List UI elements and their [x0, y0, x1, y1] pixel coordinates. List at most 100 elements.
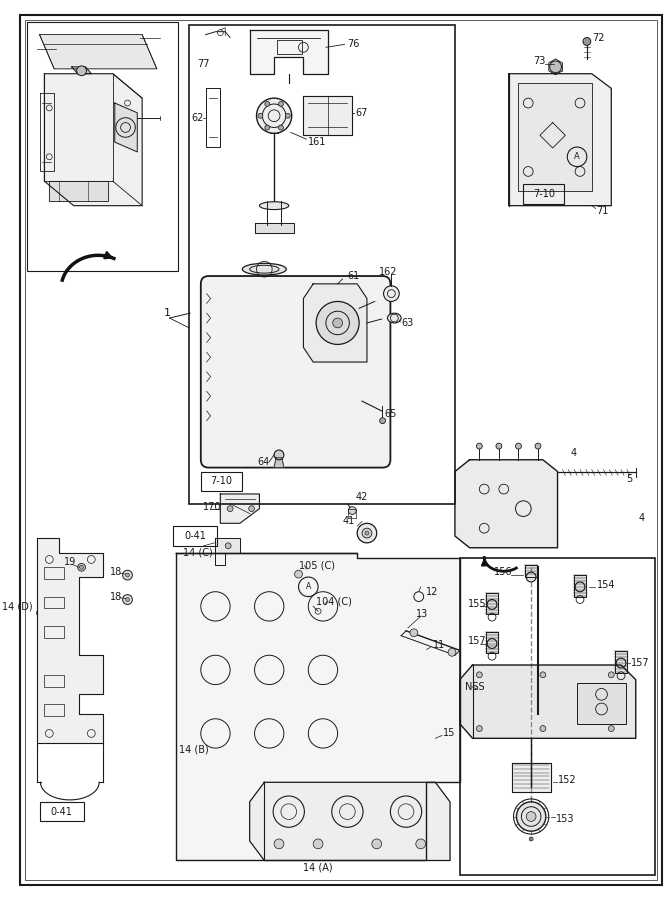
Circle shape — [476, 725, 482, 732]
Circle shape — [496, 443, 502, 449]
Bar — [201, 472, 242, 491]
Text: 1: 1 — [163, 308, 171, 319]
Polygon shape — [526, 565, 537, 577]
Circle shape — [416, 839, 426, 849]
Bar — [277, 40, 302, 54]
Polygon shape — [255, 223, 293, 233]
Circle shape — [526, 812, 536, 822]
Text: 18: 18 — [110, 591, 122, 601]
Circle shape — [79, 565, 83, 569]
Bar — [518, 84, 592, 191]
Circle shape — [362, 528, 372, 538]
Circle shape — [316, 302, 359, 345]
Text: 14 (C): 14 (C) — [183, 547, 213, 558]
Circle shape — [550, 61, 562, 73]
Circle shape — [285, 113, 290, 118]
Polygon shape — [455, 460, 558, 548]
Text: A: A — [305, 582, 311, 591]
Text: 5: 5 — [626, 474, 632, 484]
Polygon shape — [249, 782, 450, 860]
Text: 76: 76 — [348, 40, 360, 50]
Circle shape — [487, 639, 497, 648]
Circle shape — [348, 507, 356, 515]
Text: 71: 71 — [596, 205, 609, 215]
Polygon shape — [303, 284, 367, 362]
Polygon shape — [303, 96, 352, 135]
Circle shape — [410, 629, 418, 636]
Polygon shape — [45, 74, 142, 206]
Text: 154: 154 — [596, 580, 615, 590]
Circle shape — [476, 443, 482, 449]
Ellipse shape — [388, 313, 401, 323]
Circle shape — [540, 725, 546, 732]
Text: 170: 170 — [203, 501, 221, 512]
Text: 64: 64 — [257, 456, 269, 467]
Circle shape — [365, 531, 369, 535]
Circle shape — [575, 582, 585, 591]
Text: 73: 73 — [533, 56, 546, 66]
Circle shape — [608, 672, 614, 678]
Text: 7-10: 7-10 — [533, 189, 555, 199]
Text: 11: 11 — [434, 641, 446, 651]
Ellipse shape — [242, 264, 286, 275]
Circle shape — [448, 648, 456, 656]
Bar — [27, 22, 178, 271]
Text: 156: 156 — [494, 567, 512, 577]
Circle shape — [583, 38, 591, 45]
Circle shape — [487, 599, 497, 609]
Ellipse shape — [259, 202, 289, 210]
Polygon shape — [615, 652, 627, 673]
Bar — [45, 704, 64, 716]
Circle shape — [295, 571, 302, 578]
Text: 62: 62 — [191, 112, 203, 122]
Text: 12: 12 — [426, 587, 438, 597]
Circle shape — [384, 286, 400, 302]
Text: 104 (C): 104 (C) — [316, 597, 352, 607]
Bar — [45, 675, 64, 687]
Polygon shape — [176, 553, 460, 860]
Circle shape — [526, 572, 536, 582]
Text: NSS: NSS — [465, 681, 484, 691]
Text: 153: 153 — [556, 814, 574, 824]
Circle shape — [279, 125, 283, 130]
Text: 13: 13 — [416, 609, 428, 619]
Bar — [45, 597, 64, 608]
Polygon shape — [72, 67, 91, 74]
Polygon shape — [215, 538, 240, 565]
Text: 0-41: 0-41 — [185, 531, 206, 541]
Circle shape — [265, 125, 269, 130]
Circle shape — [516, 802, 546, 832]
Circle shape — [265, 102, 269, 106]
Text: 61: 61 — [348, 271, 360, 281]
Polygon shape — [39, 34, 157, 68]
Text: 157: 157 — [468, 635, 486, 645]
Polygon shape — [249, 30, 328, 74]
Text: 65: 65 — [385, 409, 397, 419]
Circle shape — [380, 418, 386, 424]
Text: 152: 152 — [558, 775, 576, 786]
Text: 161: 161 — [308, 137, 327, 147]
Circle shape — [225, 543, 231, 549]
Bar — [45, 567, 64, 579]
Text: 14 (B): 14 (B) — [179, 744, 209, 754]
Text: 4: 4 — [570, 448, 576, 458]
Circle shape — [258, 113, 263, 118]
Text: 42: 42 — [356, 492, 368, 502]
Text: 4: 4 — [639, 513, 645, 524]
Text: 15: 15 — [443, 728, 456, 738]
Circle shape — [357, 523, 377, 543]
Circle shape — [125, 573, 129, 577]
Text: 105 (C): 105 (C) — [299, 561, 335, 571]
Text: 41: 41 — [343, 517, 355, 526]
Circle shape — [274, 450, 284, 460]
Text: 19: 19 — [64, 557, 76, 567]
Text: 67: 67 — [356, 108, 368, 118]
Circle shape — [608, 725, 614, 732]
Polygon shape — [49, 181, 108, 201]
Bar — [524, 184, 564, 203]
Circle shape — [535, 443, 541, 449]
Text: 0-41: 0-41 — [51, 806, 73, 816]
Polygon shape — [460, 665, 636, 738]
Circle shape — [476, 672, 482, 678]
Text: 14 (A): 14 (A) — [303, 862, 333, 872]
